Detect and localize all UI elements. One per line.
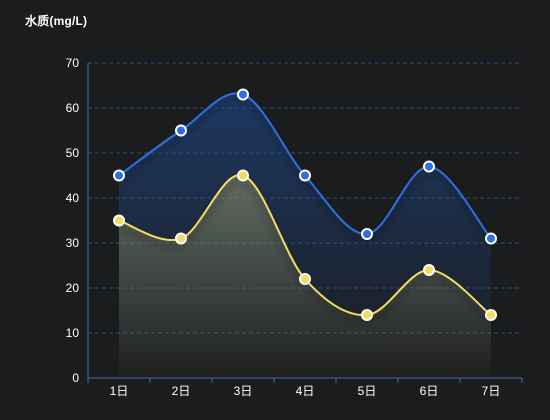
x-tick-label: 2日 (172, 384, 191, 398)
x-tick-label: 4日 (296, 384, 315, 398)
series-1-point-3日[interactable] (237, 88, 249, 101)
series-areas (119, 93, 491, 379)
series-2-point-7日[interactable] (485, 309, 497, 321)
series-2-point-6日[interactable] (423, 264, 435, 276)
x-tick-label: 6日 (420, 384, 439, 398)
series-2-point-5日[interactable] (361, 309, 373, 321)
series-2-point-3日[interactable] (237, 169, 249, 182)
y-tick-label: 10 (66, 326, 80, 340)
y-tick-label: 20 (66, 281, 80, 295)
y-tick-label: 40 (66, 191, 80, 205)
series-2-point-1日[interactable] (113, 214, 125, 227)
x-tick-label: 3日 (234, 384, 253, 398)
series-points (113, 88, 497, 321)
y-tick-label: 30 (66, 236, 80, 250)
series-1-point-6日[interactable] (423, 160, 435, 173)
series-1-point-4日[interactable] (299, 169, 311, 182)
y-tick-label: 70 (66, 56, 80, 70)
x-tick-label: 5日 (358, 384, 377, 398)
series-1-point-1日[interactable] (113, 169, 125, 182)
x-tick-label: 7日 (482, 384, 501, 398)
series-1-point-5日[interactable] (361, 228, 373, 240)
x-tick-label: 1日 (110, 384, 129, 398)
series-2-point-4日[interactable] (299, 273, 311, 285)
series-1-point-2日[interactable] (175, 124, 187, 137)
series-1-point-7日[interactable] (485, 232, 497, 245)
chart-title: 水质(mg/L) (25, 14, 88, 28)
y-tick-label: 0 (72, 371, 79, 385)
y-tick-label: 60 (66, 101, 80, 115)
series-2-point-2日[interactable] (175, 232, 187, 245)
tick-labels: 0 10 20 30 40 50 60 70 1日 2日 3日 4日 5日 6日 7日 (66, 56, 501, 398)
y-tick-label: 50 (66, 146, 80, 160)
series-2-area (119, 174, 491, 378)
